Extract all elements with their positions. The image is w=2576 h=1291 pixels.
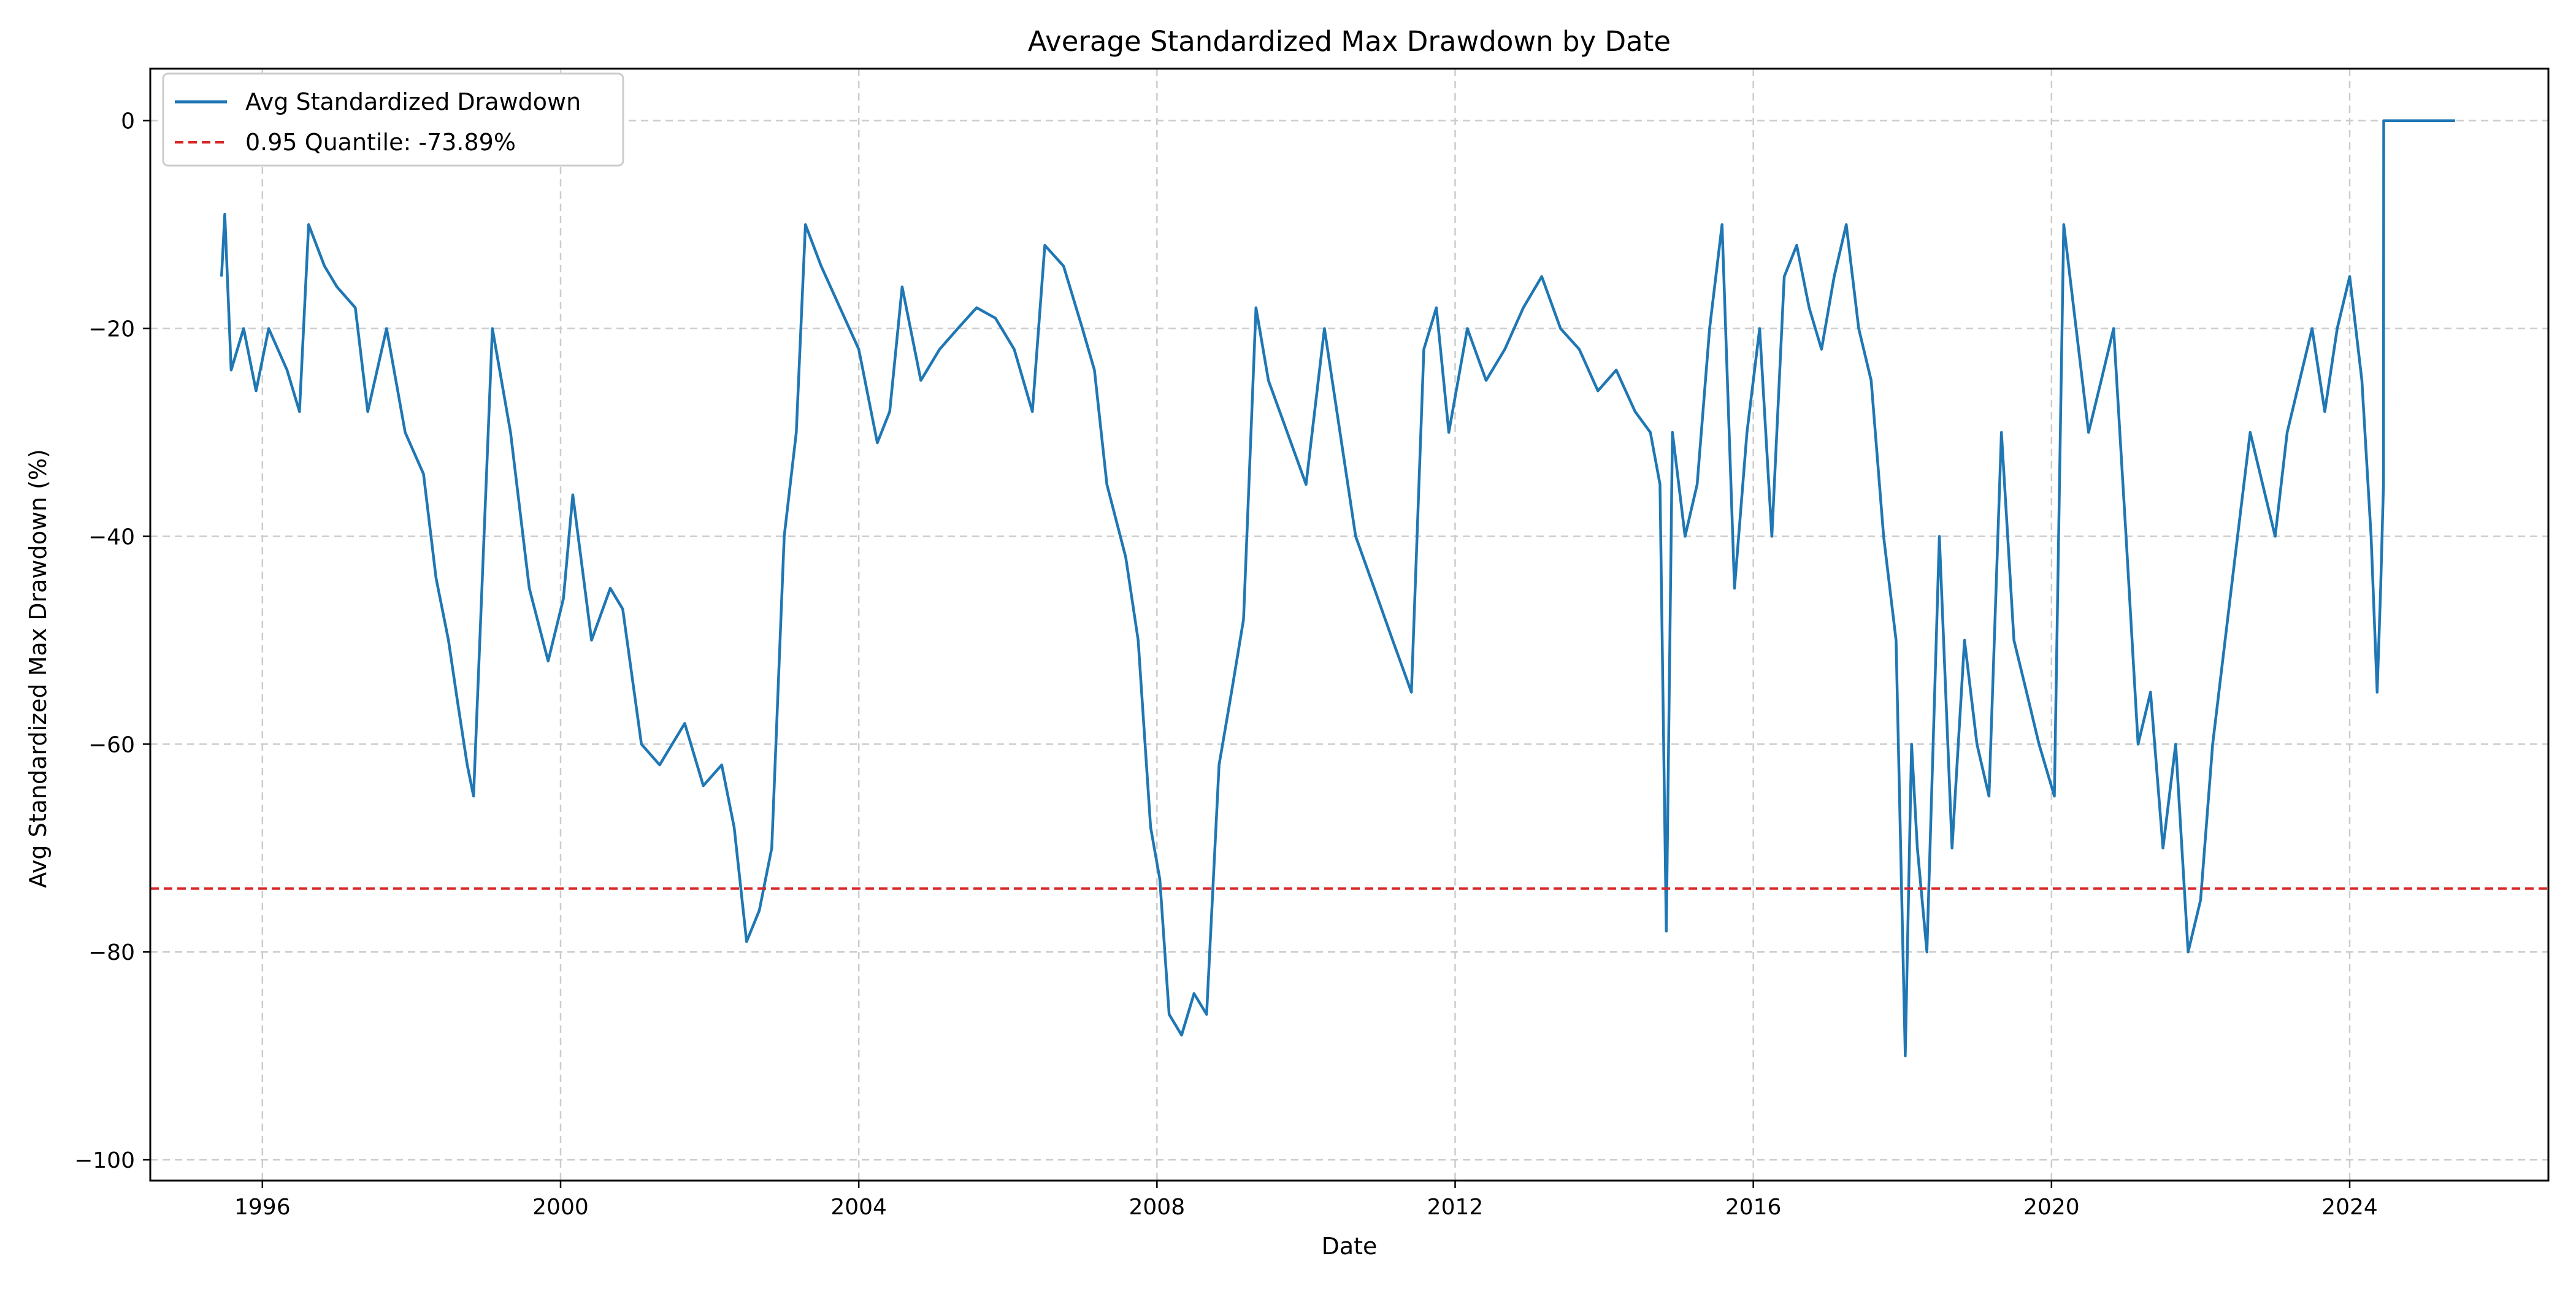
y-tick-label: −60: [88, 732, 135, 757]
y-tick-label: 0: [121, 109, 135, 134]
y-tick-label: −80: [88, 940, 135, 965]
x-tick-label: 2020: [2023, 1195, 2080, 1220]
y-axis-label: Avg Standardized Max Drawdown (%): [25, 449, 52, 888]
x-tick-label: 2004: [830, 1195, 887, 1220]
plot-frame: [149, 67, 2550, 1182]
x-axis-label: Date: [1322, 1233, 1378, 1260]
legend: Avg Standardized Drawdown 0.95 Quantile:…: [162, 72, 624, 167]
grid: [150, 69, 2548, 1181]
axes: 1996 2000 2004 2008 2012 2016 2020 2024 0 −20 −40 −…: [74, 67, 2550, 1220]
series-layer: [150, 119, 2548, 1057]
legend-series-label: Avg Standardized Drawdown: [245, 88, 581, 115]
x-tick-label: 2000: [532, 1195, 589, 1220]
y-tick-label: −20: [88, 317, 135, 342]
x-tick-label: 1996: [234, 1195, 291, 1220]
x-tick-label: 2024: [2321, 1195, 2378, 1220]
series-line-avg-drawdown: [220, 119, 2455, 1057]
x-tick-label: 2012: [1427, 1195, 1484, 1220]
x-tick-label: 2008: [1129, 1195, 1186, 1220]
y-tick-label: −40: [88, 524, 135, 550]
x-tick-label: 2016: [1725, 1195, 1782, 1220]
legend-frame: [162, 72, 624, 167]
legend-quantile-label: 0.95 Quantile: -73.89%: [245, 129, 516, 156]
y-tick-label: −100: [74, 1148, 135, 1173]
chart-title: Average Standardized Max Drawdown by Dat…: [1028, 25, 1671, 58]
